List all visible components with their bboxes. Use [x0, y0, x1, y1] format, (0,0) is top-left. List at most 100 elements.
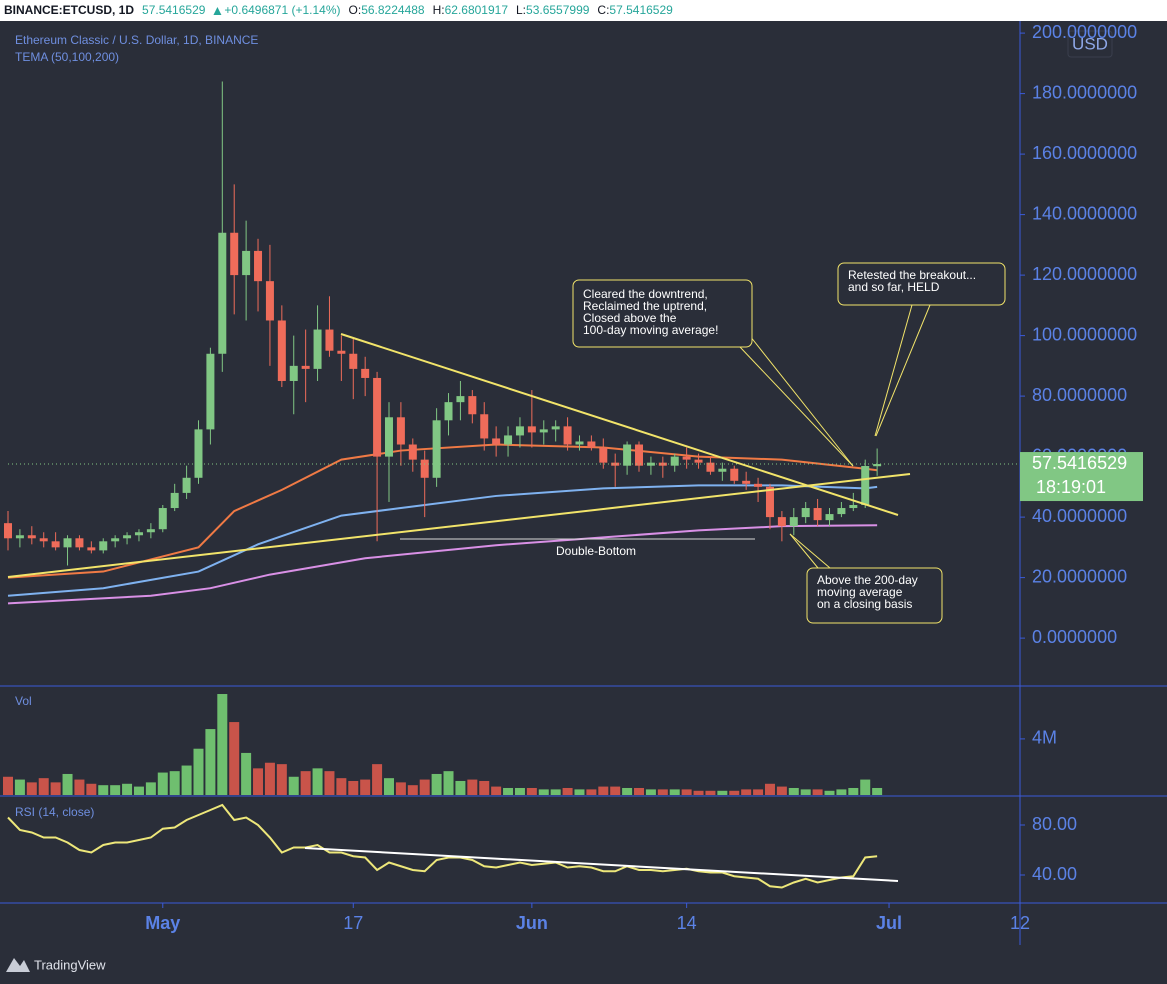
candle-body: [301, 365, 310, 369]
countdown-label: 18:19:01: [1036, 477, 1106, 497]
header-bar: [0, 0, 1167, 21]
candle-body: [706, 462, 715, 472]
volume-bar: [645, 789, 656, 795]
candle-body: [873, 464, 882, 467]
candle-body: [373, 377, 382, 457]
annotation-box: [572, 279, 753, 348]
annotation-text: Above the 200-day: [817, 573, 918, 587]
volume-bar: [443, 771, 454, 795]
x-tick-label: 12: [1010, 913, 1030, 933]
volume-bar: [491, 786, 502, 795]
candle-body: [492, 438, 501, 445]
y-tick-label: 4M: [1032, 728, 1057, 748]
volume-bar: [586, 789, 597, 795]
plot: [3, 81, 1020, 889]
candle-body: [325, 329, 334, 351]
volume-bar: [74, 779, 85, 795]
brand: TradingView: [34, 957, 106, 972]
chart-title: Ethereum Classic / U.S. Dollar, 1D, BINA…: [15, 33, 258, 47]
volume-bar: [253, 768, 264, 795]
volume-bar: [133, 786, 144, 795]
volume-bar: [169, 771, 180, 795]
volume-bar: [360, 779, 371, 795]
header-text: +0.6496871 (+1.14%): [224, 3, 340, 17]
volume-bar: [788, 787, 799, 795]
volume-bar: [681, 789, 692, 795]
volume-bar: [836, 789, 847, 795]
header-text: H:: [433, 3, 445, 17]
candle-body: [134, 532, 143, 536]
candle-body: [206, 353, 215, 430]
volume-bar: [764, 783, 775, 795]
candle-body: [349, 353, 358, 369]
volume-bar: [598, 786, 609, 795]
y-tick-label: 0.0000000: [1032, 627, 1117, 647]
candle-body: [718, 468, 727, 472]
candle-body: [289, 365, 298, 381]
y-tick-label: 160.0000000: [1032, 143, 1137, 163]
y-tick-label: 140.0000000: [1032, 203, 1137, 223]
candle-body: [837, 508, 846, 515]
y-tick-label: 40.00: [1032, 864, 1077, 884]
candle-body: [623, 444, 632, 466]
candle-body: [218, 232, 227, 354]
pointer: [789, 533, 819, 569]
pane-title: Vol: [15, 694, 32, 708]
volume-bar: [550, 789, 561, 795]
x-tick-label: May: [145, 913, 180, 933]
candle-body: [396, 417, 405, 445]
currency-label[interactable]: USD: [1072, 34, 1108, 53]
moving-average: [7, 484, 878, 597]
candle-body: [99, 541, 108, 551]
candle-body: [4, 523, 12, 539]
annotation-text: Double-Bottom: [556, 544, 636, 558]
volume-bar: [372, 764, 383, 795]
candle-body: [515, 426, 524, 436]
candle-body: [682, 456, 691, 460]
candle-body: [587, 441, 596, 448]
annotation-text: Retested the breakout...: [848, 268, 976, 282]
volume-bar: [110, 785, 121, 795]
candle-body: [51, 541, 60, 548]
currency-box[interactable]: [1067, 30, 1113, 58]
annotation-text: Reclaimed the uptrend,: [583, 299, 707, 313]
candle-body: [563, 426, 572, 445]
pointer: [739, 346, 854, 467]
volume-bar: [562, 787, 573, 795]
annotation-box: [837, 262, 1006, 306]
pane-title: RSI (14, close): [15, 805, 94, 819]
volume-bar: [538, 789, 549, 795]
volume-bar: [181, 765, 192, 795]
candle-body: [539, 429, 548, 433]
candle-body: [146, 529, 155, 533]
header-text: O:: [349, 3, 362, 17]
volume-bar: [693, 790, 704, 795]
volume-bar: [50, 782, 61, 795]
volume-bar: [479, 780, 490, 795]
annotation-text: 100-day moving average!: [583, 323, 718, 337]
uptrend-line: [7, 473, 911, 578]
volume-bar: [467, 779, 478, 795]
candle-body: [182, 477, 191, 493]
x-tick-label: 17: [343, 913, 363, 933]
candle-body: [170, 492, 179, 509]
y-tick-label: 120.0000000: [1032, 264, 1137, 284]
candle-body: [468, 396, 477, 415]
y-tick-label: 80.00: [1032, 814, 1077, 834]
volume-bar: [324, 771, 335, 795]
candle-body: [765, 486, 774, 518]
change-arrow: [213, 7, 222, 15]
volume-bar: [741, 789, 752, 795]
y-tick-label: 80.0000000: [1032, 385, 1127, 405]
volume-bar: [264, 762, 275, 795]
x-tick-label: Jun: [516, 913, 548, 933]
volume-bar: [753, 789, 764, 795]
candle-body: [849, 505, 858, 509]
candle-body: [670, 456, 679, 466]
y-tick-label: 180.0000000: [1032, 82, 1137, 102]
last-price-label: 57.5416529: [1032, 453, 1127, 473]
candle-body: [825, 514, 834, 521]
candle-body: [313, 329, 322, 369]
